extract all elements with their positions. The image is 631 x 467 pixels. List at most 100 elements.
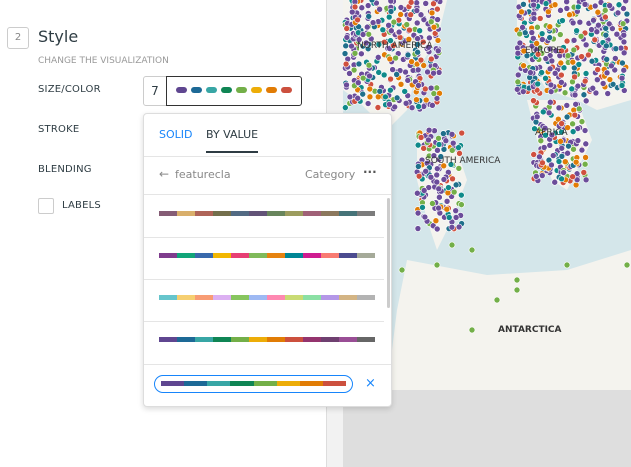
point bbox=[354, 16, 361, 24]
checkbox[interactable] bbox=[38, 198, 54, 214]
point bbox=[402, 100, 410, 107]
back-arrow[interactable]: ← bbox=[159, 167, 170, 181]
point bbox=[576, 18, 584, 26]
point bbox=[343, 81, 350, 89]
point bbox=[430, 90, 438, 97]
point bbox=[351, 3, 359, 11]
popup: SOLID BY VALUE ← featurecla Category ···… bbox=[143, 113, 392, 407]
point bbox=[546, 142, 554, 149]
point bbox=[417, 11, 425, 19]
divider bbox=[144, 237, 384, 238]
point bbox=[534, 50, 542, 58]
stroke-label: STROKE bbox=[38, 124, 80, 135]
point bbox=[373, 0, 380, 7]
swatch-color bbox=[231, 337, 249, 342]
point bbox=[532, 173, 540, 180]
point bbox=[536, 15, 544, 22]
point bbox=[582, 70, 590, 77]
point bbox=[549, 152, 557, 159]
point bbox=[513, 286, 521, 294]
color-dot bbox=[221, 87, 232, 93]
point bbox=[603, 42, 610, 50]
point bbox=[414, 189, 421, 197]
swatch-color bbox=[230, 381, 254, 386]
point bbox=[558, 144, 566, 152]
point bbox=[582, 154, 589, 161]
selected-palette[interactable] bbox=[154, 375, 353, 393]
palette[interactable] bbox=[159, 337, 375, 342]
point bbox=[546, 34, 553, 41]
point bbox=[594, 8, 602, 16]
point bbox=[427, 18, 435, 25]
swatch-color bbox=[249, 211, 267, 216]
point bbox=[359, 90, 367, 98]
point bbox=[434, 16, 441, 23]
more[interactable]: ··· bbox=[363, 165, 377, 179]
column[interactable]: featurecla bbox=[175, 168, 231, 181]
point bbox=[533, 40, 540, 47]
point bbox=[619, 20, 627, 27]
point bbox=[440, 130, 447, 137]
point bbox=[570, 36, 578, 44]
point bbox=[548, 161, 555, 169]
swatch-color bbox=[322, 381, 346, 386]
point bbox=[413, 96, 420, 103]
point bbox=[355, 36, 363, 43]
point bbox=[436, 193, 443, 201]
point bbox=[443, 198, 451, 205]
tab[interactable]: BY VALUE bbox=[206, 128, 259, 153]
point bbox=[387, 37, 394, 44]
point bbox=[551, 1, 559, 9]
palette[interactable] bbox=[159, 295, 375, 300]
point bbox=[574, 3, 582, 11]
close[interactable]: × bbox=[365, 376, 376, 391]
palette[interactable] bbox=[159, 211, 375, 216]
point bbox=[620, 5, 627, 12]
tab[interactable]: SOLID bbox=[159, 128, 193, 141]
swatch-color bbox=[285, 211, 303, 216]
point bbox=[343, 34, 351, 41]
point bbox=[390, 18, 398, 26]
point bbox=[433, 225, 441, 233]
point bbox=[341, 50, 349, 57]
point bbox=[613, 30, 621, 38]
point bbox=[440, 162, 448, 170]
color-dot bbox=[176, 87, 187, 93]
point bbox=[445, 214, 453, 221]
point bbox=[403, 21, 411, 28]
swatch-color bbox=[267, 253, 285, 258]
map-label: AFRICA bbox=[535, 128, 569, 138]
point bbox=[415, 82, 422, 89]
point bbox=[440, 145, 448, 153]
swatch-color bbox=[195, 337, 213, 342]
point bbox=[440, 176, 448, 183]
color-input[interactable] bbox=[166, 76, 302, 106]
point bbox=[558, 79, 565, 86]
palette[interactable] bbox=[159, 253, 375, 258]
point bbox=[609, 80, 617, 88]
point bbox=[422, 167, 430, 175]
point bbox=[435, 141, 443, 148]
point bbox=[448, 131, 456, 138]
map-label: ANTARCTICA bbox=[498, 325, 562, 335]
point bbox=[414, 66, 422, 74]
point bbox=[449, 175, 456, 183]
size-input[interactable]: 7 bbox=[143, 76, 167, 106]
point bbox=[369, 19, 377, 26]
point bbox=[429, 102, 436, 109]
point bbox=[578, 53, 585, 60]
point bbox=[618, 82, 626, 89]
point bbox=[404, 77, 412, 84]
point bbox=[375, 69, 383, 76]
point bbox=[530, 151, 537, 158]
point bbox=[381, 38, 388, 46]
point bbox=[387, 8, 395, 15]
column-type[interactable]: Category bbox=[305, 168, 356, 181]
point bbox=[397, 11, 404, 18]
point bbox=[389, 66, 396, 73]
point bbox=[430, 23, 438, 31]
point bbox=[414, 225, 422, 232]
point bbox=[342, 104, 349, 111]
point bbox=[582, 176, 590, 184]
point bbox=[569, 173, 576, 181]
